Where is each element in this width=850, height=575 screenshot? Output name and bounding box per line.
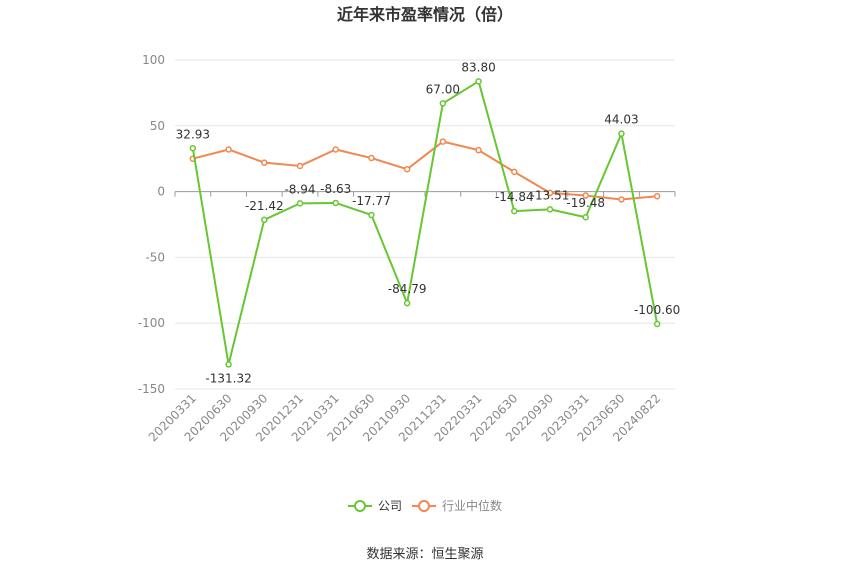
company-data-label: -14.84 <box>495 190 534 204</box>
legend-item-industry-median[interactable]: 行业中位数 <box>412 498 502 513</box>
industry-median-data-point[interactable] <box>439 138 447 145</box>
company-data-label: -13.51 <box>531 188 570 202</box>
company-data-label: 32.93 <box>176 127 210 141</box>
company-series-line <box>191 80 659 366</box>
company-data-point[interactable] <box>261 216 268 224</box>
company-data-point[interactable] <box>653 320 661 328</box>
company-data-point[interactable] <box>618 130 625 137</box>
legend: 公司 行业中位数 <box>348 498 502 513</box>
company-data-label: -131.32 <box>205 371 251 385</box>
y-tick-label: 100 <box>142 53 165 67</box>
company-data-point[interactable] <box>332 199 339 207</box>
y-tick-label: 0 <box>157 185 165 199</box>
company-data-point[interactable] <box>403 299 411 307</box>
y-tick-label: -50 <box>145 250 165 264</box>
legend-label-company: 公司 <box>378 499 402 513</box>
company-data-label: 44.03 <box>604 113 638 127</box>
industry-median-series-line <box>192 140 658 201</box>
company-data-label: -17.77 <box>352 194 391 208</box>
company-data-point[interactable] <box>439 100 447 107</box>
company-data-point[interactable] <box>546 206 554 213</box>
company-data-point[interactable] <box>225 361 232 368</box>
company-data-point[interactable] <box>475 78 482 85</box>
industry-median-data-point[interactable] <box>618 196 625 203</box>
axis-layer: 100500-50-100-15020200331202006302020093… <box>138 53 676 444</box>
y-tick-label: 50 <box>150 119 165 133</box>
company-data-label: -19.48 <box>566 196 605 210</box>
company-data-point[interactable] <box>368 211 375 219</box>
industry-median-data-point[interactable] <box>653 192 661 200</box>
industry-median-data-point[interactable] <box>546 189 554 197</box>
company-data-label: 83.80 <box>461 60 495 74</box>
legend-marker-company <box>354 500 366 512</box>
company-data-label: -21.42 <box>245 199 284 213</box>
y-tick-label: -100 <box>138 316 165 330</box>
series-layer <box>189 78 661 368</box>
company-data-point[interactable] <box>296 200 304 207</box>
industry-median-data-point[interactable] <box>403 165 411 173</box>
company-data-point[interactable] <box>511 207 518 215</box>
industry-median-data-point[interactable] <box>225 146 232 153</box>
industry-median-data-point[interactable] <box>511 168 518 176</box>
company-data-point[interactable] <box>189 145 197 152</box>
company-data-point[interactable] <box>582 213 589 221</box>
company-data-label: -8.63 <box>320 182 351 196</box>
legend-item-company[interactable]: 公司 <box>348 499 402 513</box>
y-tick-label: -150 <box>138 382 165 396</box>
company-data-label: 67.00 <box>426 82 460 96</box>
industry-median-data-point[interactable] <box>368 154 375 162</box>
company-data-label: -84.79 <box>388 282 427 296</box>
industry-median-data-point[interactable] <box>475 146 482 154</box>
industry-median-data-point[interactable] <box>332 146 339 153</box>
chart-title: 近年来市盈率情况（倍） <box>337 5 513 24</box>
industry-median-data-point[interactable] <box>261 159 268 166</box>
legend-label-industry-median: 行业中位数 <box>442 498 502 513</box>
source-note: 数据来源：恒生聚源 <box>366 547 483 562</box>
company-data-label: -100.60 <box>634 303 680 317</box>
grid-layer <box>175 59 675 390</box>
legend-marker-industry-median <box>418 500 430 512</box>
industry-median-data-point[interactable] <box>582 192 589 199</box>
data-label-layer: 32.93 -131.32 -21.42-8.94 -8.63-17.77 -84.79… <box>176 60 681 385</box>
company-data-label: -8.94 <box>284 182 315 196</box>
industry-median-data-point[interactable] <box>296 162 304 170</box>
